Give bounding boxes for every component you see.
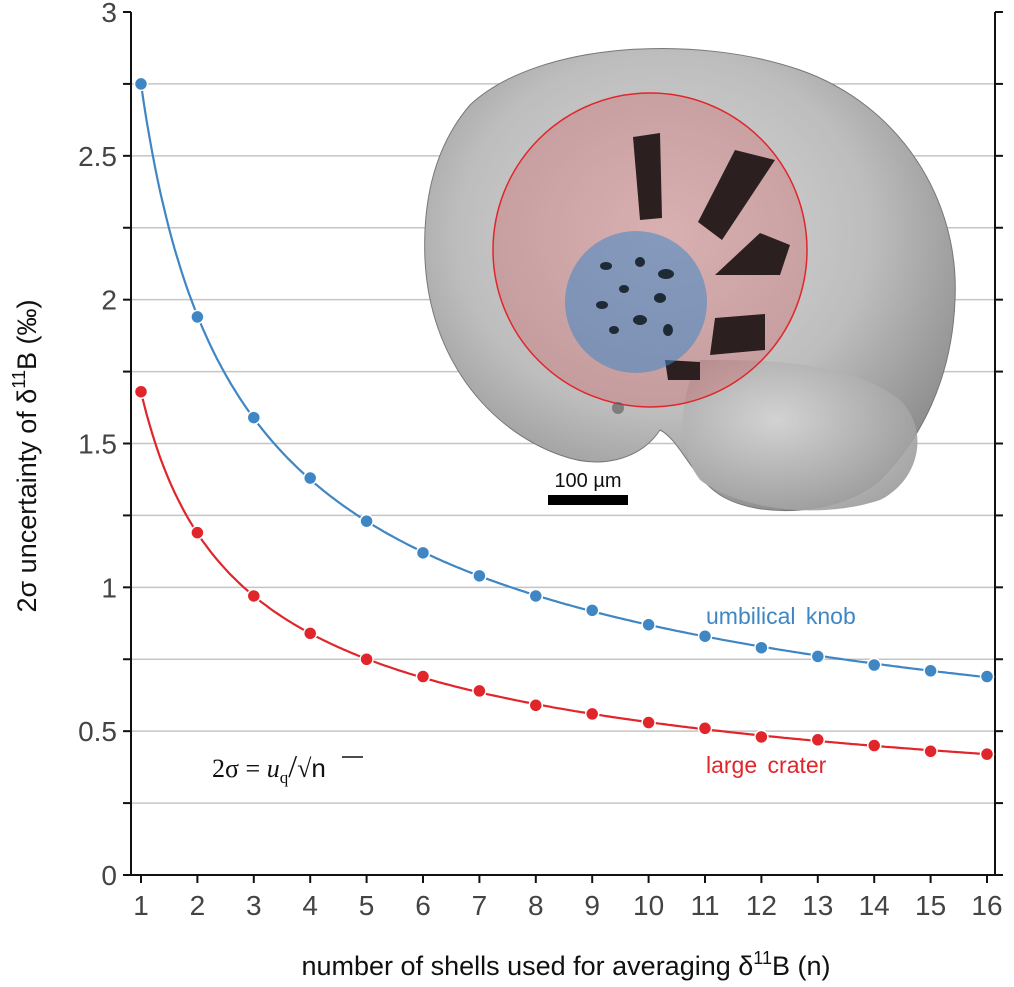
y-tick-label-5: 2.5 <box>78 141 117 172</box>
y-axis-label: 2σ uncertainty of δ11B (‰) <box>9 300 42 613</box>
data-point-s0-7 <box>528 588 544 604</box>
data-point-s1-3 <box>302 626 318 641</box>
series-label-umbilical-knob: umbilical knob <box>706 603 856 629</box>
x-tick-label-8: 9 <box>584 890 600 921</box>
data-point-s0-2 <box>246 410 262 425</box>
series-label-large-crater: large crater <box>706 752 827 778</box>
x-tick-label-14: 15 <box>915 890 946 921</box>
y-tick-label-3: 1.5 <box>78 429 117 460</box>
data-point-s1-6 <box>472 683 487 699</box>
x-tick-label-4: 5 <box>359 890 375 921</box>
x-tick-label-0: 1 <box>133 890 149 921</box>
fit-curve-1 <box>139 391 988 756</box>
data-point-s0-10 <box>697 628 713 644</box>
data-point-s1-12 <box>810 732 826 748</box>
y-tick-label-2: 1 <box>101 572 117 603</box>
data-point-s0-15 <box>979 669 995 684</box>
knob-pores <box>596 257 674 336</box>
scale-bar <box>548 495 628 505</box>
x-tick-label-11: 12 <box>746 890 777 921</box>
data-point-s1-10 <box>697 721 713 736</box>
data-point-s1-7 <box>528 698 544 713</box>
data-point-s1-5 <box>415 669 431 684</box>
svg-text:2σ = uq/√n: 2σ = uq/√n <box>212 748 326 787</box>
x-tick-label-13: 14 <box>859 890 890 921</box>
shell-inset-image: 100 µm <box>424 47 956 512</box>
fitted-curves <box>139 83 988 756</box>
x-tick-label-3: 4 <box>302 890 318 921</box>
data-point-s1-14 <box>923 744 938 759</box>
fit-curve-0 <box>139 83 988 679</box>
data-point-s0-12 <box>810 649 826 664</box>
shell-lobe <box>683 360 918 511</box>
data-point-s0-0 <box>133 76 149 92</box>
data-point-s1-11 <box>754 729 769 745</box>
x-tick-label-15: 16 <box>971 890 1002 921</box>
data-point-s0-13 <box>866 657 882 673</box>
data-point-s0-3 <box>302 470 318 486</box>
data-point-s0-8 <box>584 603 600 618</box>
data-point-s1-0 <box>133 384 149 399</box>
data-point-s1-15 <box>979 746 995 762</box>
data-point-s0-4 <box>359 513 374 529</box>
data-point-s0-14 <box>923 663 938 679</box>
data-point-s0-5 <box>415 545 431 561</box>
data-point-s0-11 <box>754 640 769 655</box>
x-tick-label-1: 2 <box>190 890 206 921</box>
data-point-s1-4 <box>359 652 374 667</box>
data-point-s1-13 <box>866 738 882 753</box>
x-tick-label-9: 10 <box>633 890 664 921</box>
x-tick-label-7: 8 <box>528 890 544 921</box>
x-tick-label-12: 13 <box>802 890 833 921</box>
x-axis-label: number of shells used for averaging δ11B… <box>302 948 831 981</box>
data-point-s1-9 <box>641 715 656 730</box>
y-tick-label-4: 2 <box>101 285 117 316</box>
umbilical-knob-region <box>565 231 707 373</box>
formula: 2σ = uq/√n <box>212 748 363 787</box>
y-tick-label-1: 0.5 <box>78 716 117 747</box>
x-tick-label-6: 7 <box>472 890 488 921</box>
x-tick-label-10: 11 <box>690 890 719 921</box>
data-point-s1-1 <box>190 525 205 540</box>
data-point-s0-9 <box>641 617 656 632</box>
y-tick-label-0: 0 <box>101 860 117 891</box>
y-tick-label-6: 3 <box>101 0 117 28</box>
x-tick-label-2: 3 <box>246 890 262 921</box>
data-point-s0-1 <box>190 309 205 325</box>
tick-labels: 00.511.522.531 2 3 4 5 6 7 8 9 10 11 12 13 14 15 16 <box>78 0 1003 921</box>
aperture-pores <box>633 133 790 380</box>
data-point-s0-6 <box>472 568 487 584</box>
x-tick-label-5: 6 <box>415 890 431 921</box>
scale-bar-label: 100 µm <box>554 470 621 492</box>
data-point-s1-8 <box>584 706 600 722</box>
data-points <box>133 76 995 762</box>
data-point-s1-2 <box>246 588 262 604</box>
